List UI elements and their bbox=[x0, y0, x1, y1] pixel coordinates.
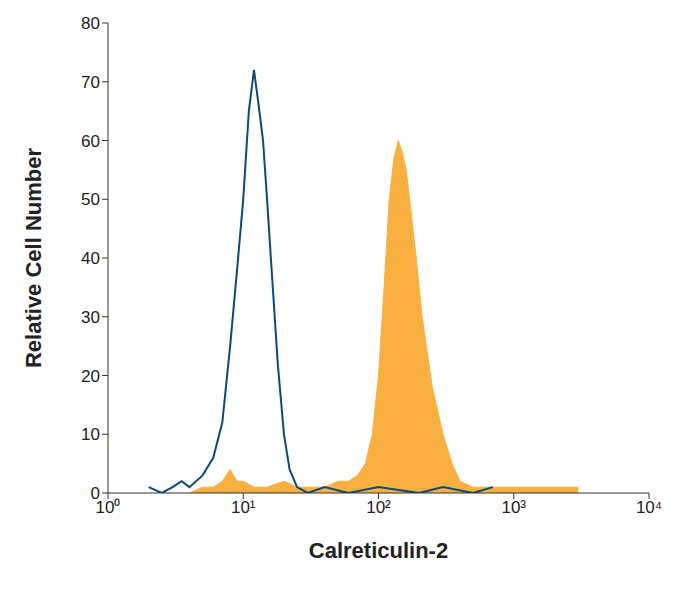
svg-text:10¹: 10¹ bbox=[231, 498, 256, 517]
svg-text:30: 30 bbox=[81, 308, 100, 327]
svg-text:70: 70 bbox=[81, 73, 100, 92]
svg-text:10: 10 bbox=[81, 425, 100, 444]
svg-text:Calreticulin-2: Calreticulin-2 bbox=[309, 538, 448, 563]
svg-text:50: 50 bbox=[81, 190, 100, 209]
svg-text:10²: 10² bbox=[366, 498, 391, 517]
svg-text:60: 60 bbox=[81, 132, 100, 151]
svg-text:80: 80 bbox=[81, 14, 100, 33]
svg-text:20: 20 bbox=[81, 367, 100, 386]
svg-text:Relative Cell Number: Relative Cell Number bbox=[21, 148, 46, 369]
svg-text:10⁴: 10⁴ bbox=[636, 498, 662, 517]
svg-text:40: 40 bbox=[81, 249, 100, 268]
svg-text:0: 0 bbox=[91, 484, 100, 503]
svg-text:10³: 10³ bbox=[501, 498, 526, 517]
svg-text:10⁰: 10⁰ bbox=[95, 498, 121, 518]
